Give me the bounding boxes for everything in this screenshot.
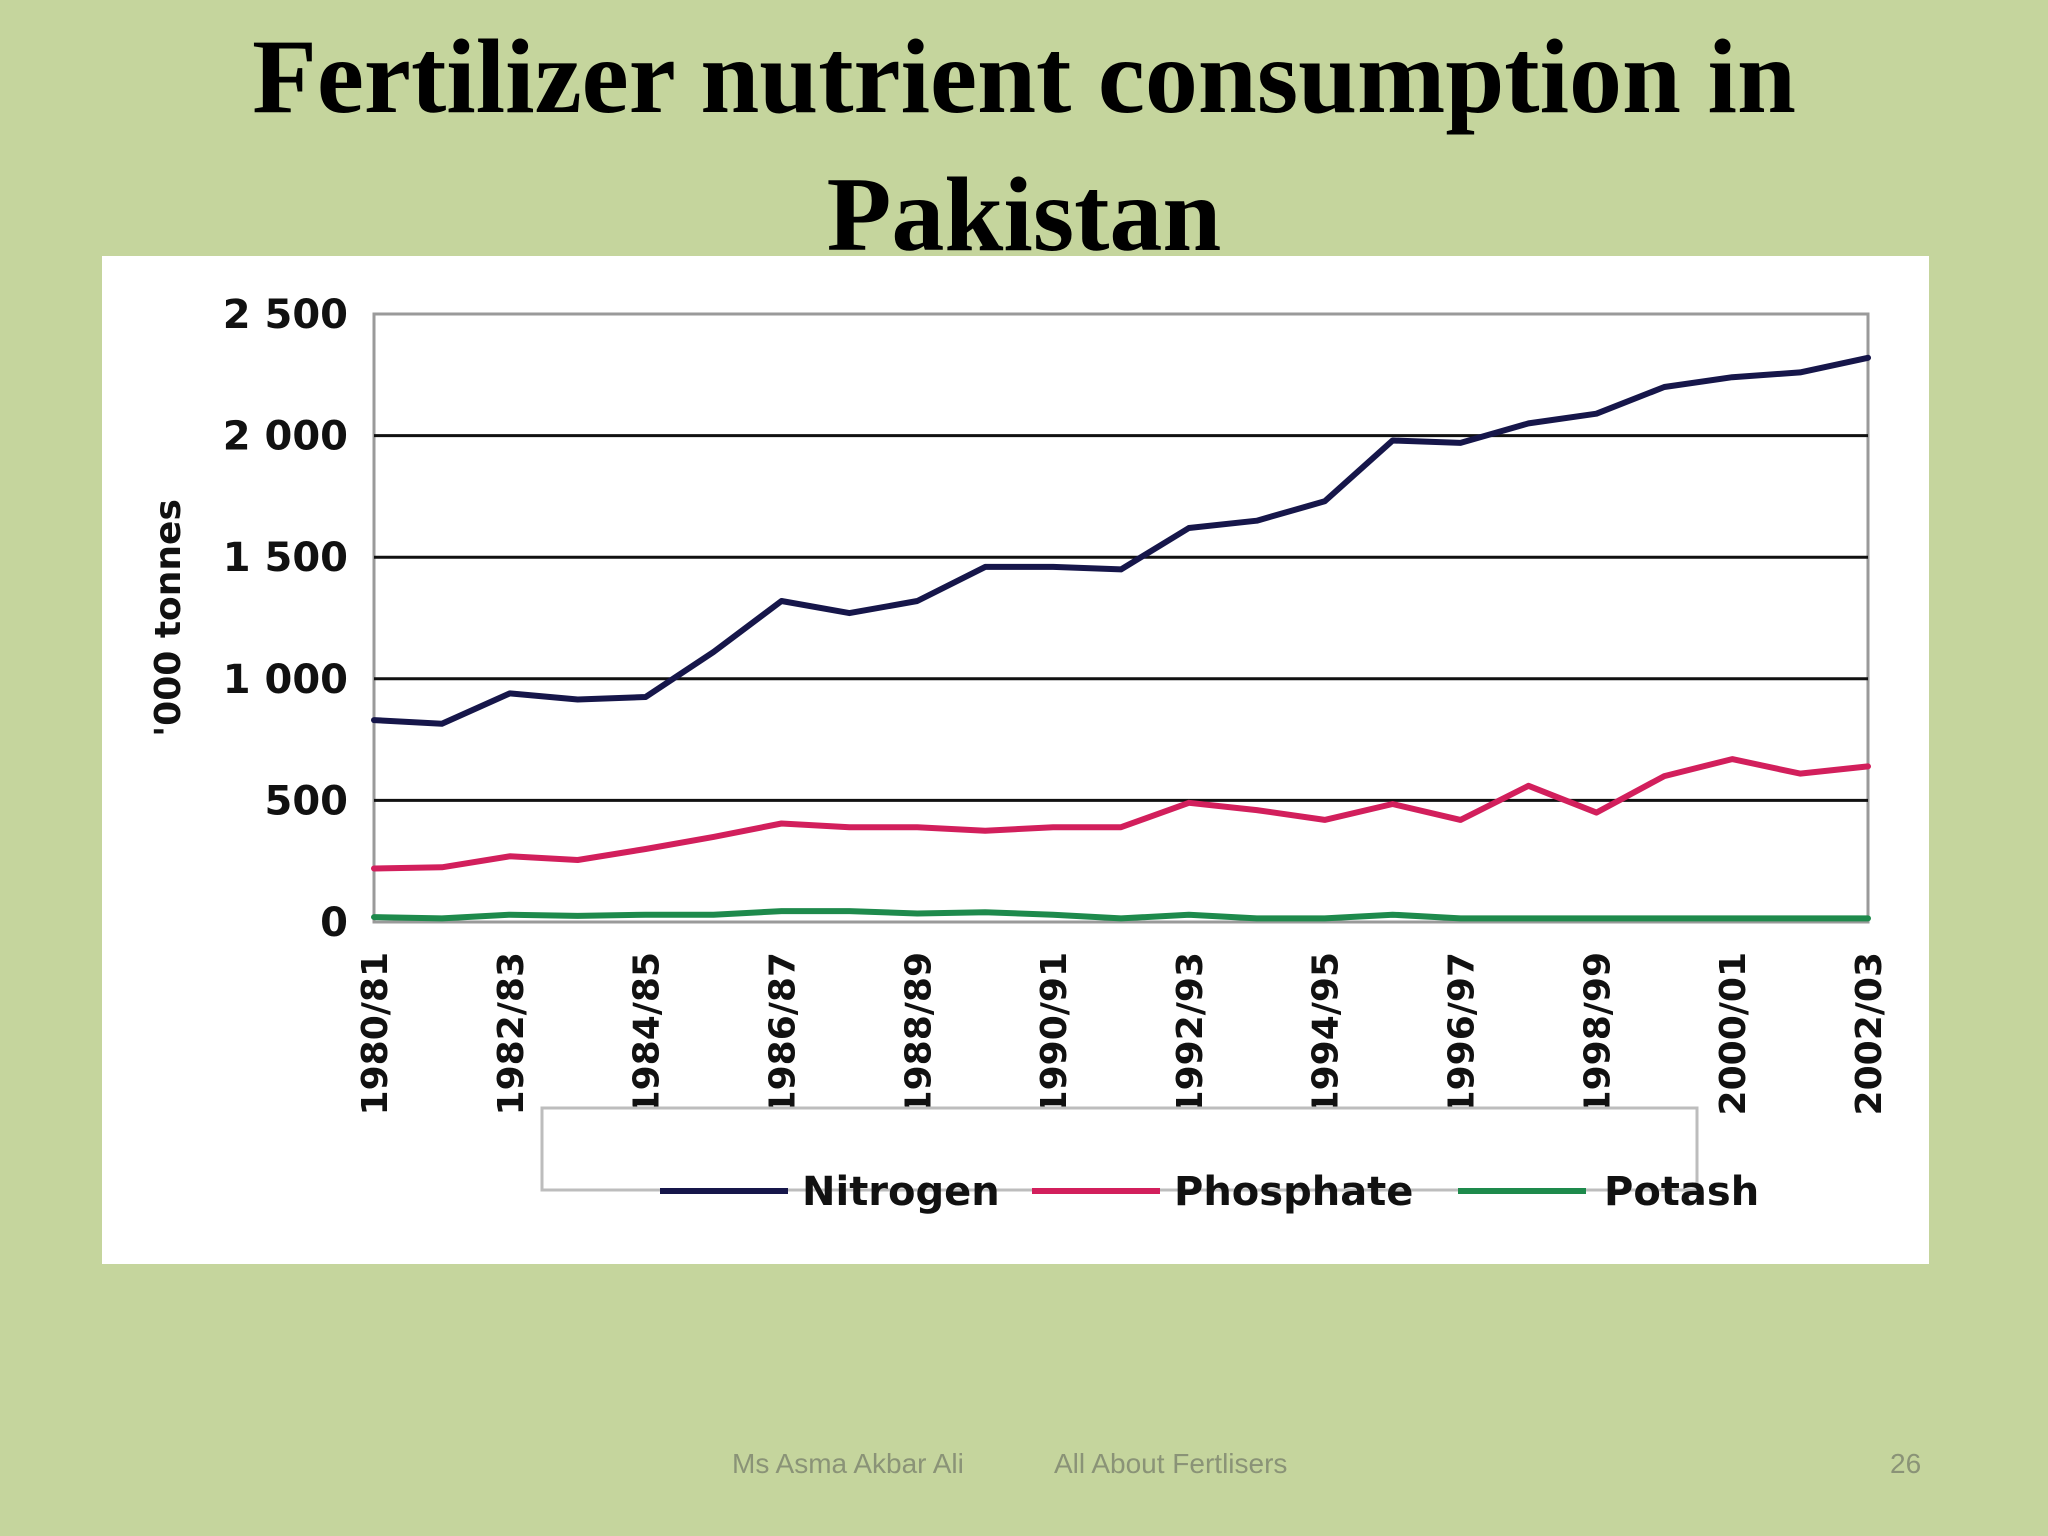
x-tick-label: 1990/91 bbox=[1034, 952, 1075, 1115]
y-tick-label: 1 500 bbox=[223, 535, 348, 581]
x-tick-label: 1994/95 bbox=[1306, 952, 1347, 1115]
line-chart: 0 500 1 000 1 500 2 000 2 500 '000 tonnes 1980/… bbox=[148, 292, 1890, 1215]
x-tick-label: 1998/99 bbox=[1577, 952, 1618, 1115]
y-tick-label: 2 000 bbox=[223, 414, 348, 460]
x-tick-label: 1996/97 bbox=[1442, 952, 1483, 1115]
footer-topic: All About Fertlisers bbox=[1054, 1448, 1288, 1479]
series-line-potash bbox=[371, 908, 1871, 922]
x-tick-label: 2002/03 bbox=[1849, 952, 1890, 1115]
x-tick-label: 1984/85 bbox=[627, 952, 668, 1115]
y-tick-label: 0 bbox=[320, 900, 348, 946]
legend-box bbox=[540, 1106, 1699, 1192]
slide-title-line-1: Fertilizer nutrient consumption in bbox=[252, 18, 1796, 135]
plot-frame bbox=[372, 312, 1870, 924]
y-axis-title: '000 tonnes bbox=[148, 499, 189, 737]
slide-title-line-2: Pakistan bbox=[826, 156, 1222, 273]
footer-author: Ms Asma Akbar Ali bbox=[732, 1448, 964, 1479]
x-tick-label: 1982/83 bbox=[491, 952, 532, 1115]
series-line-phosphate bbox=[371, 756, 1871, 872]
slide-title: Fertilizer nutrient consumption in Pakis… bbox=[0, 8, 2048, 284]
x-tick-label: 2000/01 bbox=[1713, 952, 1754, 1115]
legend-label-phosphate: Phosphate bbox=[1174, 1169, 1413, 1215]
x-tick-label: 1992/93 bbox=[1170, 952, 1211, 1115]
legend-label-potash: Potash bbox=[1604, 1169, 1759, 1215]
x-tick-label: 1980/81 bbox=[355, 952, 396, 1115]
x-tick-label: 1988/89 bbox=[898, 952, 939, 1115]
y-tick-label: 1 000 bbox=[223, 657, 348, 703]
x-tick-label: 1986/87 bbox=[762, 952, 803, 1115]
footer-page-number: 26 bbox=[1890, 1448, 1922, 1479]
y-tick-label: 2 500 bbox=[223, 292, 348, 338]
legend-label-nitrogen: Nitrogen bbox=[802, 1169, 1000, 1215]
series-line-nitrogen bbox=[371, 354, 1871, 727]
y-tick-label: 500 bbox=[265, 778, 349, 824]
chart-panel: 0 500 1 000 1 500 2 000 2 500 '000 tonnes 1980/… bbox=[102, 256, 1929, 1264]
